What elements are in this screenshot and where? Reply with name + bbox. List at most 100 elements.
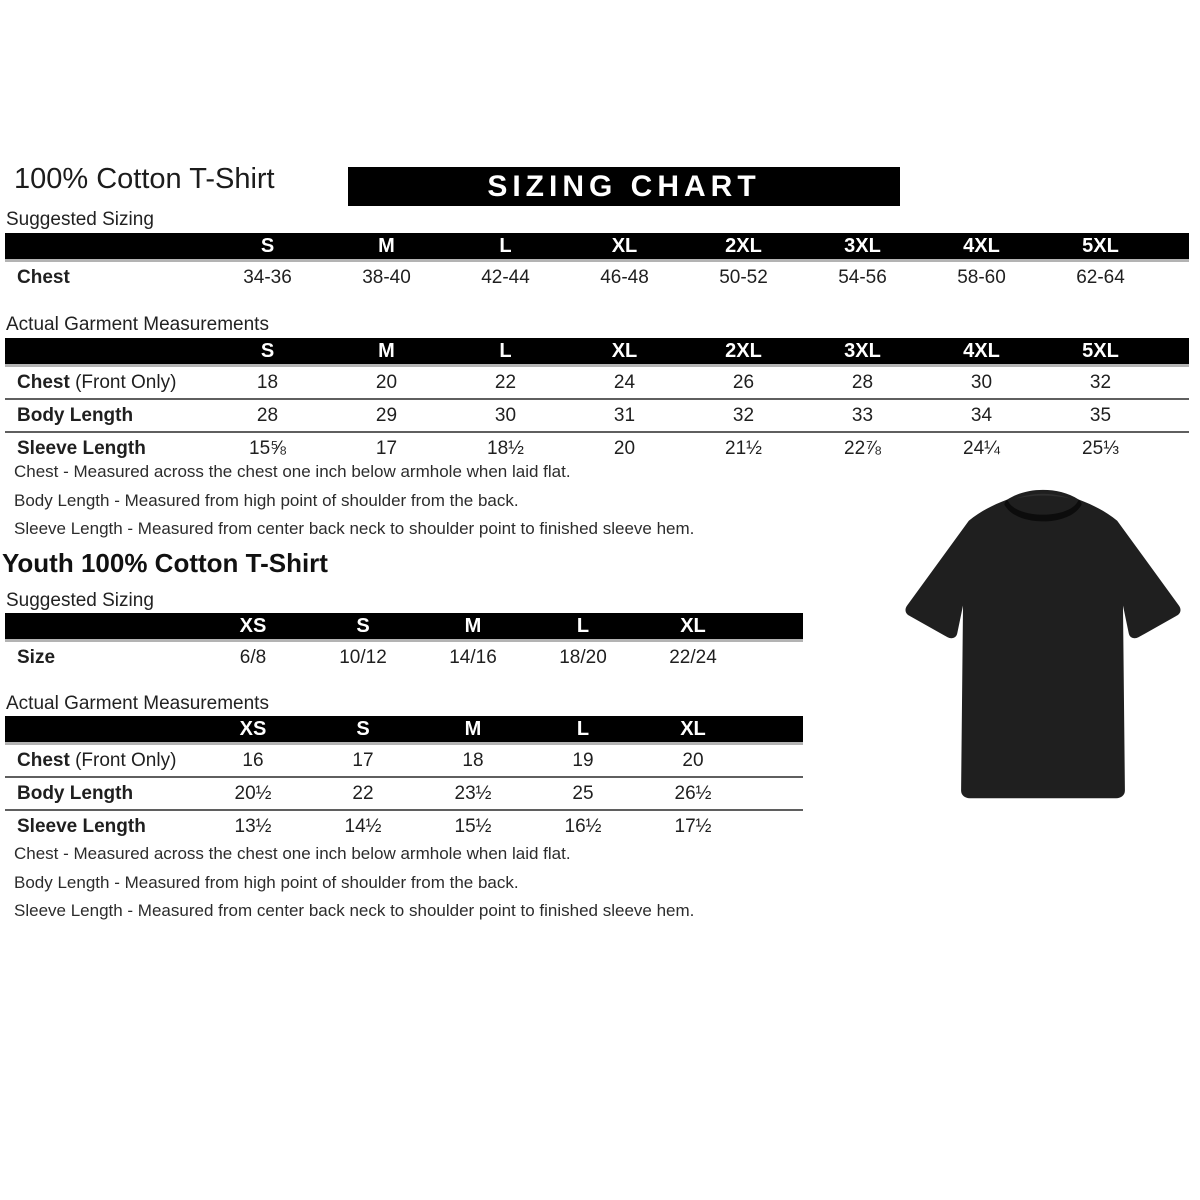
note-sleeve-length: Sleeve Length - Measured from center bac…	[14, 901, 695, 920]
cell: 14½	[308, 809, 418, 842]
youth-title: Youth 100% Cotton T-Shirt	[2, 548, 328, 578]
cell: 34	[922, 398, 1041, 432]
cell: 30	[970, 371, 993, 393]
cell: 23½	[418, 776, 528, 810]
size-header: 2XL	[684, 233, 803, 262]
cell: 16	[242, 749, 264, 771]
table-header-row: XS S M L XL	[5, 613, 803, 642]
cell: 28	[851, 371, 874, 393]
cell-filler	[1160, 431, 1189, 464]
page-title: 100% Cotton T-Shirt	[14, 163, 275, 195]
cell: 38-40	[362, 266, 411, 288]
note-body-length: Body Length - Measured from high point o…	[14, 872, 519, 892]
cell: 54-56	[838, 266, 887, 288]
cell: 18	[256, 371, 279, 393]
size-header: XL	[565, 338, 684, 367]
cell: 29	[327, 398, 446, 432]
cell: 22	[308, 776, 418, 810]
cell: 16½	[528, 809, 638, 842]
table-row: Body Length 28 29 30 31 32 33 34 35	[5, 398, 1189, 432]
cell: 31	[565, 398, 684, 432]
header-filler	[748, 716, 803, 745]
size-header: XL	[638, 716, 748, 745]
cell: 18½	[446, 431, 565, 464]
size-header: L	[528, 613, 638, 642]
cell: 62-64	[1076, 266, 1125, 288]
cell: 32	[684, 398, 803, 432]
cell: 20	[375, 371, 398, 393]
cell-filler	[748, 776, 803, 810]
note-body-length: Body Length - Measured from high point o…	[14, 490, 519, 510]
size-header: 3XL	[803, 338, 922, 367]
table-header-row: S M L XL 2XL 3XL 4XL 5XL	[5, 338, 1189, 367]
table-row: Sleeve Length 15⅝ 17 18½ 20 21½ 22⅞ 24¼ …	[5, 431, 1189, 464]
size-header: M	[327, 338, 446, 367]
cell: 17	[352, 749, 374, 771]
cell: 28	[208, 398, 327, 432]
cell: 21½	[684, 431, 803, 464]
cell: 15½	[418, 809, 528, 842]
cell: 42-44	[481, 266, 530, 288]
cell-filler	[1160, 398, 1189, 432]
size-header: XS	[198, 716, 308, 745]
table-row: Chest (Front Only) 18 20 22 24 26 28 30 …	[5, 366, 1189, 400]
row-label: Chest	[17, 266, 70, 288]
cell: 18	[462, 749, 484, 771]
youth-suggested-sizing-label: Suggested Sizing	[6, 590, 154, 611]
cell: 24¼	[922, 431, 1041, 464]
size-header: M	[418, 716, 528, 745]
header-label-spacer	[5, 233, 208, 262]
cell: 26	[732, 371, 755, 393]
header-label-spacer	[5, 716, 198, 745]
cell: 35	[1041, 398, 1160, 432]
cell-filler	[748, 744, 803, 778]
cell-filler	[748, 641, 803, 674]
adult-measurement-notes: Chest - Measured across the chest one in…	[14, 458, 694, 544]
note-chest: Chest - Measured across the chest one in…	[14, 462, 571, 481]
cell: 50-52	[719, 266, 768, 288]
size-header: 5XL	[1041, 338, 1160, 367]
adult-actual-measurements-label: Actual Garment Measurements	[6, 314, 269, 335]
cell: 46-48	[600, 266, 649, 288]
size-header: S	[208, 338, 327, 367]
size-header: XL	[638, 613, 748, 642]
cell: 20	[565, 431, 684, 464]
size-header: S	[308, 613, 418, 642]
cell: 15⅝	[208, 431, 327, 464]
cell: 58-60	[957, 266, 1006, 288]
cell: 30	[446, 398, 565, 432]
size-header: S	[208, 233, 327, 262]
cell: 19	[572, 749, 594, 771]
cell-filler	[748, 809, 803, 842]
cell: 25	[528, 776, 638, 810]
header-filler	[1160, 233, 1189, 262]
table-row: Body Length 20½ 22 23½ 25 26½	[5, 776, 803, 810]
table-row: Size 6/8 10/12 14/16 18/20 22/24	[5, 641, 803, 674]
adult-suggested-sizing-table: S M L XL 2XL 3XL 4XL 5XL Chest 34-36 38-…	[5, 233, 1189, 293]
cell: 17	[327, 431, 446, 464]
cell: 34-36	[243, 266, 292, 288]
cell: 22/24	[669, 646, 717, 668]
row-label: Sleeve Length	[5, 431, 208, 464]
size-header: L	[446, 233, 565, 262]
header-filler	[748, 613, 803, 642]
table-row: Chest (Front Only) 16 17 18 19 20	[5, 744, 803, 778]
size-header: 5XL	[1041, 233, 1160, 262]
cell: 20	[682, 749, 704, 771]
youth-actual-measurements-label: Actual Garment Measurements	[6, 693, 269, 714]
size-header: 2XL	[684, 338, 803, 367]
youth-suggested-sizing-table: XS S M L XL Size 6/8 10/12 14/16 18/20 2…	[5, 613, 803, 673]
table-header-row: S M L XL 2XL 3XL 4XL 5XL	[5, 233, 1189, 262]
header-label-spacer	[5, 613, 198, 642]
cell: 32	[1089, 371, 1112, 393]
youth-measurement-notes: Chest - Measured across the chest one in…	[14, 840, 694, 926]
size-header: M	[418, 613, 528, 642]
size-header: L	[528, 716, 638, 745]
youth-actual-measurements-table: XS S M L XL Chest (Front Only) 16 17 18 …	[5, 716, 803, 842]
row-label: Size	[17, 646, 56, 668]
sizing-chart-banner: SIZING CHART	[348, 167, 900, 206]
size-header: XS	[198, 613, 308, 642]
note-sleeve-length: Sleeve Length - Measured from center bac…	[14, 519, 695, 538]
cell: 14/16	[449, 646, 497, 668]
cell: 26½	[638, 776, 748, 810]
